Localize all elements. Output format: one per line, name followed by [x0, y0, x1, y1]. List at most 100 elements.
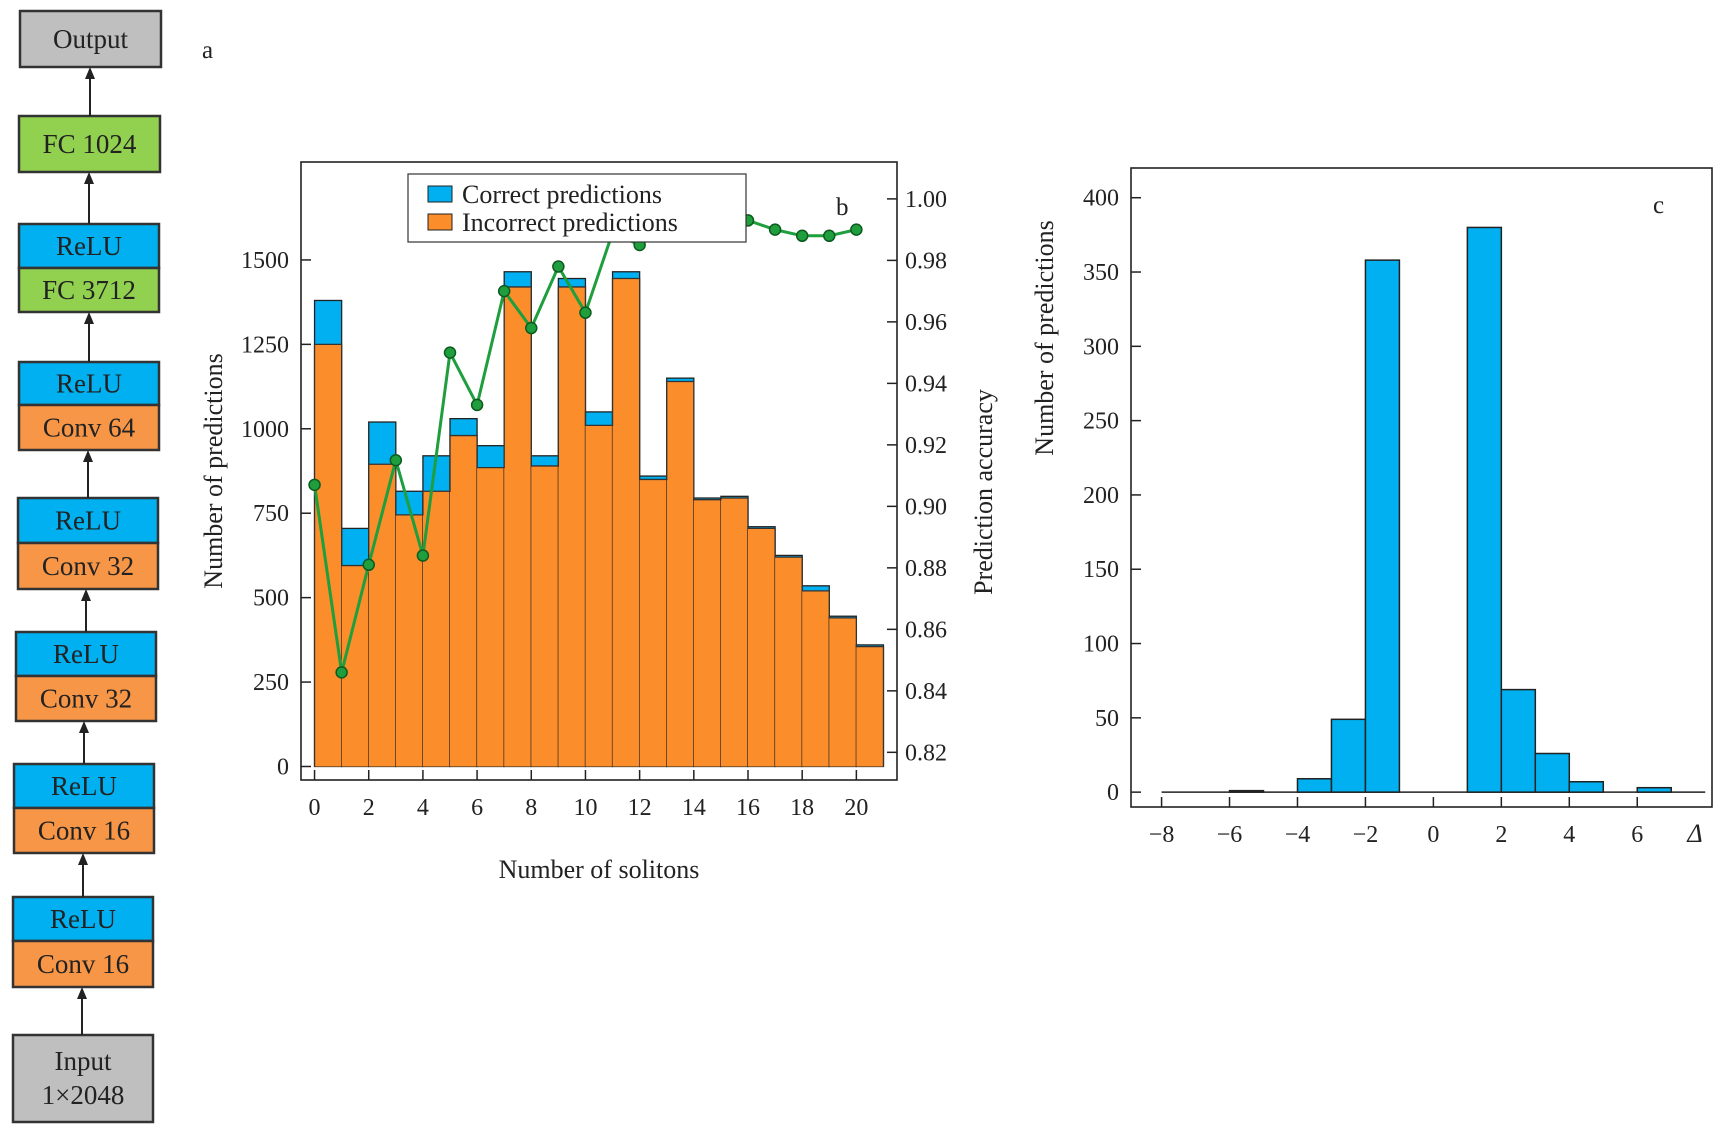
y-tick-label: 100: [1083, 632, 1119, 658]
block-conv: [14, 674, 158, 723]
panel-label-c: c: [1653, 192, 1664, 219]
histogram-bar: [1466, 226, 1503, 793]
block-label: ReLU: [55, 506, 121, 536]
legend-box: [407, 173, 747, 243]
x-tick-label: −8: [1149, 822, 1175, 848]
bar-incorrect: [314, 344, 342, 767]
y2-tick-label: 0.90: [905, 494, 947, 520]
bar-incorrect: [341, 565, 369, 767]
block-io: [18, 9, 163, 69]
panel-b-y2label: Prediction accuracy: [969, 389, 998, 595]
bar-incorrect: [856, 646, 884, 767]
y-tick-label: 1500: [241, 248, 289, 274]
y2-tick-label: 0.86: [905, 617, 947, 643]
histogram-bar: [1296, 778, 1333, 793]
panel-b-xlabel: Number of solitons: [499, 855, 700, 884]
panel-c-xlabel: Δ: [1686, 819, 1702, 848]
histogram-bar: [1500, 688, 1537, 793]
accuracy-point: [850, 223, 863, 236]
arrow-head: [84, 172, 94, 184]
y-tick-label: 0: [277, 754, 289, 780]
accuracy-point: [416, 549, 430, 562]
block-label: Conv 64: [43, 413, 136, 443]
y-tick-label: 50: [1095, 706, 1119, 732]
histogram-bar: [1228, 789, 1265, 793]
bar-incorrect: [558, 286, 586, 767]
block-label: FC 1024: [43, 129, 137, 159]
block-label: ReLU: [56, 231, 122, 261]
y-tick-label: 750: [253, 501, 289, 527]
panel-c-bars: [1161, 226, 1706, 793]
block-label: Conv 32: [42, 551, 134, 581]
block-label: FC 3712: [42, 275, 136, 305]
block-conv: [16, 541, 160, 591]
arrow-head: [83, 450, 93, 462]
bar-incorrect: [585, 425, 613, 767]
panel-c-frame: [1130, 167, 1713, 808]
block-conv: [11, 939, 155, 989]
panel-b-frame: [300, 161, 898, 781]
block-conv: [17, 403, 161, 452]
block-fc: [17, 114, 162, 174]
panel-c-ylabel: Number of predictions: [1030, 220, 1059, 455]
x-tick-label: 6: [471, 795, 483, 821]
block-label: Conv 16: [37, 949, 129, 979]
x-tick-label: 8: [525, 795, 537, 821]
x-tick-label: 4: [417, 795, 429, 821]
accuracy-point: [470, 398, 484, 412]
x-tick-label: 20: [844, 795, 868, 821]
block-label: Output: [53, 24, 129, 54]
histogram-bar: [1330, 718, 1367, 793]
y2-tick-label: 0.98: [905, 248, 947, 274]
bar-incorrect: [639, 479, 667, 767]
y-tick-label: 0: [1107, 780, 1119, 806]
x-tick-label: 4: [1563, 822, 1575, 848]
y-tick-label: 200: [1083, 483, 1119, 509]
accuracy-point: [335, 666, 348, 679]
panel-b-chart: 0 2 4 6 8 10 12 14 16 18 20 0 250 500 750 1000 1250 1500 0…: [199, 161, 998, 884]
bar-incorrect: [775, 557, 803, 767]
y2-tick-label: 0.92: [905, 433, 947, 459]
block-label: ReLU: [51, 771, 117, 801]
arrow-head: [85, 67, 95, 79]
accuracy-point: [362, 558, 375, 572]
arrow-head: [84, 312, 94, 324]
x-tick-label: −6: [1217, 822, 1243, 848]
x-tick-label: 14: [682, 795, 706, 821]
x-tick-label: −4: [1285, 822, 1311, 848]
x-tick-label: 12: [628, 795, 652, 821]
panel-b-legend: Correct predictions Incorrect prediction…: [407, 173, 747, 243]
x-tick-label: 2: [363, 795, 375, 821]
y-tick-label: 500: [253, 586, 289, 612]
panel-label-b: b: [836, 194, 849, 221]
accuracy-point: [768, 223, 782, 236]
bar-incorrect: [450, 435, 478, 767]
block-label: ReLU: [56, 369, 122, 399]
arrow-head: [79, 721, 89, 733]
bar-incorrect: [531, 465, 559, 767]
accuracy-point: [389, 453, 403, 467]
bar-incorrect: [748, 528, 776, 767]
accuracy-point: [552, 260, 565, 273]
legend-swatch-correct: [427, 185, 453, 203]
x-tick-label: 18: [790, 795, 814, 821]
panel-b-ticks: 0 2 4 6 8 10 12 14 16 18 20 0 250 500 750 1000 1250 1500 0…: [241, 187, 947, 821]
arrow-head: [81, 589, 91, 601]
y2-tick-label: 0.88: [905, 556, 947, 582]
accuracy-point: [497, 284, 511, 298]
histogram-bar: [1364, 259, 1401, 793]
bar-incorrect: [720, 498, 748, 767]
block-io: [11, 1033, 155, 1124]
bar-incorrect: [477, 467, 505, 767]
y-tick-label: 300: [1083, 334, 1119, 360]
block-label: ReLU: [50, 904, 116, 934]
bar-incorrect: [693, 499, 721, 767]
accuracy-point: [795, 229, 809, 243]
block-label: 1×2048: [42, 1080, 125, 1110]
x-tick-label: 10: [573, 795, 597, 821]
x-tick-label: 2: [1495, 822, 1507, 848]
bar-incorrect: [666, 381, 694, 767]
legend-label-correct: Correct predictions: [462, 180, 662, 209]
block-relu: [12, 762, 156, 810]
